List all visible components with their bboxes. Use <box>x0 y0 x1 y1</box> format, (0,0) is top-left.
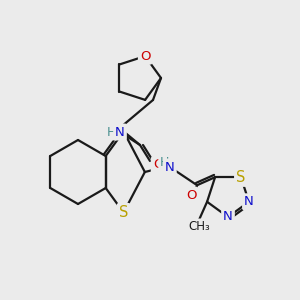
Text: O: O <box>153 158 163 172</box>
Text: N: N <box>165 160 175 173</box>
Text: S: S <box>236 170 246 185</box>
Text: N: N <box>244 195 254 208</box>
Text: CH₃: CH₃ <box>188 220 210 233</box>
Text: O: O <box>186 189 196 202</box>
Text: H: H <box>106 125 116 139</box>
Text: N: N <box>223 211 233 224</box>
Text: N: N <box>115 125 125 139</box>
Text: H: H <box>160 155 170 169</box>
Text: S: S <box>119 205 128 220</box>
Text: O: O <box>140 50 150 63</box>
